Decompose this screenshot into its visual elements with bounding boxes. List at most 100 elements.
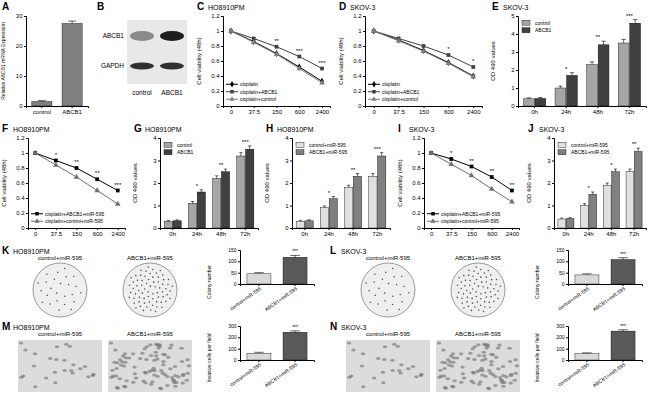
colony-dot xyxy=(49,303,51,305)
y-tick: 0 xyxy=(21,225,28,231)
cell xyxy=(449,354,453,357)
x-tick-label: 2400 xyxy=(506,231,520,237)
y-tick-mark xyxy=(158,206,160,207)
y-axis-line xyxy=(552,139,555,229)
error-bar xyxy=(527,97,531,99)
plate xyxy=(33,263,87,317)
y-tick-mark xyxy=(422,213,424,214)
y-tick-mark xyxy=(566,337,568,338)
plot: 050100150control+miR-595ABCB1+miR-595*** xyxy=(556,247,642,312)
y-axis: 050100150 xyxy=(556,247,568,287)
cell xyxy=(155,358,159,361)
colony-dot xyxy=(152,293,154,295)
point xyxy=(510,189,514,193)
x-tick: control+miR-595 xyxy=(557,284,591,311)
legend-label: cisplatin xyxy=(240,81,258,87)
y-tick-label: 0.8 xyxy=(353,43,362,49)
legend: control+miR-595ABCB1+miR-595 xyxy=(558,142,609,156)
y-tick-mark xyxy=(516,16,518,17)
colony-dot xyxy=(482,286,484,288)
colony-dot xyxy=(162,283,164,285)
y-tick-mark xyxy=(24,76,26,77)
y-tick-label: 0 xyxy=(19,103,23,109)
error-cap xyxy=(591,192,594,193)
y-tick-mark xyxy=(552,138,554,139)
error-bar xyxy=(558,86,562,88)
error-cap xyxy=(224,169,227,170)
y-tick: 1 xyxy=(417,150,424,156)
y-tick-mark xyxy=(516,70,518,71)
x-axis: 0h24h48h72h xyxy=(555,228,647,237)
cell xyxy=(62,359,66,362)
x-tick-label: 72h xyxy=(240,231,250,237)
bar xyxy=(353,176,361,228)
cell xyxy=(461,372,465,375)
legend-label: cisplatin+control+miR-595 xyxy=(441,218,499,224)
legend: cisplatin+ABCB1+miR-595cisplatin+control… xyxy=(427,211,500,225)
y-tick-label: 3 xyxy=(153,158,157,164)
x-tick-label: 0h xyxy=(301,231,308,237)
colony-dot xyxy=(169,298,171,300)
point xyxy=(448,161,454,166)
y-tick-label: 100 xyxy=(228,346,237,352)
x-tick-label: ABCB1+miR-595 xyxy=(591,285,626,312)
y-tick-mark xyxy=(422,153,424,154)
x-tick: 2400 xyxy=(506,228,520,237)
cell xyxy=(381,381,385,384)
y-tick: 30 xyxy=(16,13,26,19)
legend-label: control+miR-595 xyxy=(309,142,346,148)
y-tick-label: 2 xyxy=(285,180,289,186)
figure: A0102030controlABCB1Relative ABCB1 mRNA … xyxy=(0,0,650,396)
cell xyxy=(172,379,176,382)
error-stem xyxy=(357,174,358,177)
legend-swatch xyxy=(558,142,566,147)
colony-dot xyxy=(57,272,59,274)
colony-dot xyxy=(465,280,467,282)
panel-letter: N xyxy=(330,321,337,332)
y-tick-label: 0.6 xyxy=(16,180,25,186)
annotation: ** xyxy=(351,167,356,173)
cell xyxy=(141,380,145,383)
x-tick-label: 37.5 xyxy=(51,231,63,237)
colony-dot xyxy=(392,268,394,270)
y-tick-mark xyxy=(516,34,518,35)
colony-dot xyxy=(147,296,149,298)
error-cap xyxy=(347,185,350,186)
colony-dot xyxy=(140,274,142,276)
cell xyxy=(173,385,177,388)
bar xyxy=(237,156,245,228)
error-cap xyxy=(614,169,617,170)
panel: LSKOV-3control+miR-595ABCB1+miR-59505010… xyxy=(330,245,643,317)
point xyxy=(320,78,324,85)
y-tick-mark xyxy=(221,31,223,32)
error-bar xyxy=(191,201,194,203)
annotation: * xyxy=(610,162,613,168)
y-tick: 1 xyxy=(285,203,292,209)
point xyxy=(397,37,401,44)
y-tick: 10 xyxy=(16,73,26,79)
cell xyxy=(472,372,476,375)
y-tick: 150 xyxy=(228,247,240,253)
cell xyxy=(494,356,498,359)
y-tick: 0 xyxy=(19,103,26,109)
point xyxy=(489,186,495,191)
legend-label: cisplatin+ABCB1 xyxy=(240,89,278,95)
colony-dot xyxy=(54,278,56,280)
legend-marker xyxy=(372,90,375,93)
error-stem xyxy=(381,153,382,156)
point xyxy=(53,162,59,167)
cell xyxy=(118,377,122,380)
x-tick-mark xyxy=(77,228,78,230)
colony-dot xyxy=(73,301,75,303)
colony-dot xyxy=(129,284,131,286)
cell xyxy=(53,371,57,374)
y-tick: 0 xyxy=(562,357,568,363)
y-tick-mark xyxy=(363,76,365,77)
cell xyxy=(163,353,167,356)
legend-label: ABCB1+miR-595 xyxy=(309,149,347,155)
annotation: *** xyxy=(626,13,634,19)
legend-label: cisplatin+ABCB1 xyxy=(382,89,420,95)
y-tick-mark xyxy=(24,46,26,47)
point xyxy=(509,198,515,203)
panel-letter: C xyxy=(197,1,204,12)
